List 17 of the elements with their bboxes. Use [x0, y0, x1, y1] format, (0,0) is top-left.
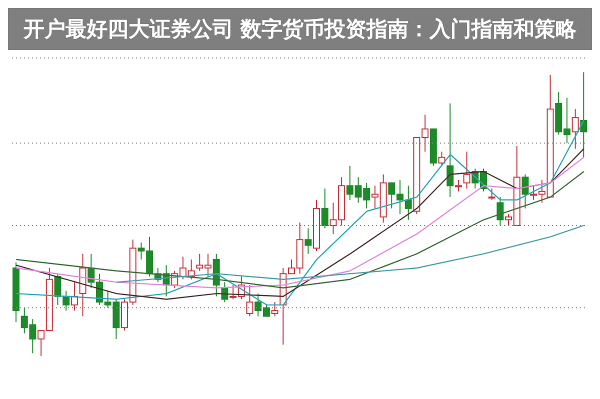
candlestick	[304, 228, 312, 254]
candlestick	[54, 273, 62, 306]
candlestick	[404, 185, 412, 220]
candlestick	[246, 284, 254, 317]
candlestick	[446, 102, 454, 198]
candlestick	[454, 180, 462, 192]
candlestick	[496, 196, 504, 226]
candlestick	[62, 290, 70, 312]
candlestick	[321, 188, 328, 229]
candlestick	[572, 108, 579, 150]
candlestick	[488, 188, 496, 200]
candlestick	[271, 302, 278, 317]
candlestick	[463, 151, 470, 190]
candlestick	[522, 174, 529, 209]
candlestick	[580, 72, 588, 158]
chart-title: 开户最好四大证券公司 数字货币投资指南：入门指南和策略	[8, 8, 592, 50]
candlestick	[438, 151, 446, 166]
